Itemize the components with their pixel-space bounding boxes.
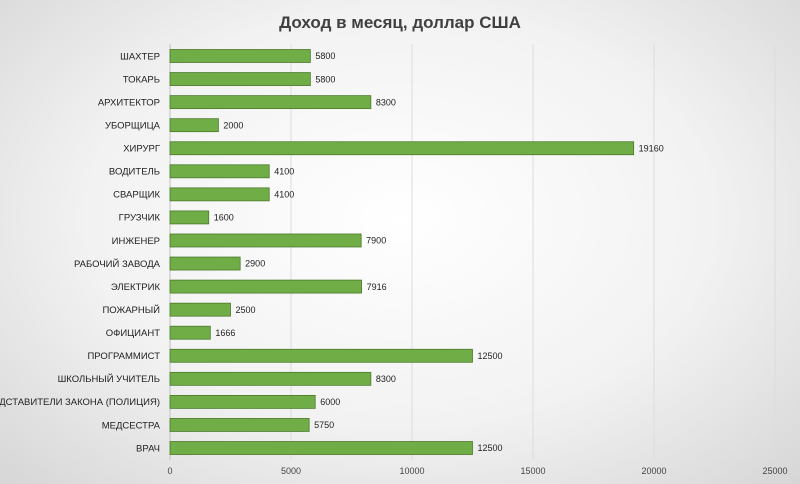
category-label-7: СВАРЩИК [113,190,160,201]
value-label-17: 5750 [314,420,334,430]
category-label-5: ХИРУРГ [123,144,160,155]
category-label-15: ШКОЛЬНЫЙ УЧИТЕЛЬ [58,373,160,385]
bar-1 [169,49,311,63]
bar-17 [169,418,310,432]
x-tick-label-15000: 15000 [520,466,545,476]
bar-6 [169,164,270,179]
value-label-4: 2000 [223,120,243,130]
bar-5 [169,141,635,156]
bar-14 [169,348,473,363]
value-label-5: 19160 [639,143,664,153]
bar-15 [169,371,372,386]
category-label-6: ВОДИТЕЛЬ [109,167,160,178]
category-label-12: ПОЖАРНЫЙ [102,304,160,316]
value-label-18: 12500 [478,443,503,453]
bar-18 [169,441,473,455]
labels: 0 5000 10000 15000 20000 25000 ШАХТЕР 5800 ТОКАР… [0,51,788,476]
value-label-6: 4100 [274,167,294,177]
bar-10 [169,256,241,271]
value-label-10: 2900 [245,259,265,269]
bar-16 [169,394,316,409]
grid-lines [169,44,776,460]
x-tick-label-20000: 20000 [641,466,666,476]
bar-13 [169,325,211,340]
category-label-10: РАБОЧИЙ ЗАВОДА [74,258,161,270]
category-label-17: МЕДСЕСТРА [102,420,161,431]
value-label-16: 6000 [320,397,340,407]
x-tick-label-0: 0 [167,466,172,476]
bar-2 [169,72,311,86]
bar-7 [169,187,270,202]
category-label-11: ЭЛЕКТРИК [111,282,161,293]
bars [169,49,635,455]
value-label-13: 1666 [215,328,235,338]
bar-3 [169,95,372,110]
category-label-1: ШАХТЕР [120,51,160,62]
category-label-4: УБОРЩИЦА [105,120,161,131]
value-label-3: 8300 [376,97,396,107]
value-label-11: 7916 [367,282,387,292]
bar-4 [169,118,219,133]
x-tick-label-5000: 5000 [281,466,301,476]
value-label-9: 7900 [366,236,386,246]
bar-9 [169,233,362,248]
x-tick-label-25000: 25000 [762,466,787,476]
category-label-8: ГРУЗЧИК [119,213,161,224]
category-label-14: ПРОГРАММИСТ [87,351,160,362]
category-label-9: ИНЖЕНЕР [112,236,160,247]
value-label-14: 12500 [478,351,503,361]
value-label-8: 1600 [214,213,234,223]
value-label-1: 5800 [315,51,335,61]
bar-11 [169,279,362,294]
chart-title: Доход в месяц, доллар США [279,13,521,32]
category-label-13: ОФИЦИАНТ [106,328,160,339]
value-label-12: 2500 [236,305,256,315]
category-label-16: ПРЕДСТАВИТЕЛИ ЗАКОНА (ПОЛИЦИЯ) [0,397,160,408]
value-label-7: 4100 [274,190,294,200]
category-label-18: ВРАЧ [136,443,160,454]
value-label-2: 5800 [315,74,335,84]
category-label-3: АРХИТЕКТОР [98,97,160,108]
bar-12 [169,302,231,317]
x-tick-label-10000: 10000 [399,466,424,476]
bar-8 [169,210,210,225]
value-label-15: 8300 [376,374,396,384]
category-label-2: ТОКАРЬ [123,74,160,85]
